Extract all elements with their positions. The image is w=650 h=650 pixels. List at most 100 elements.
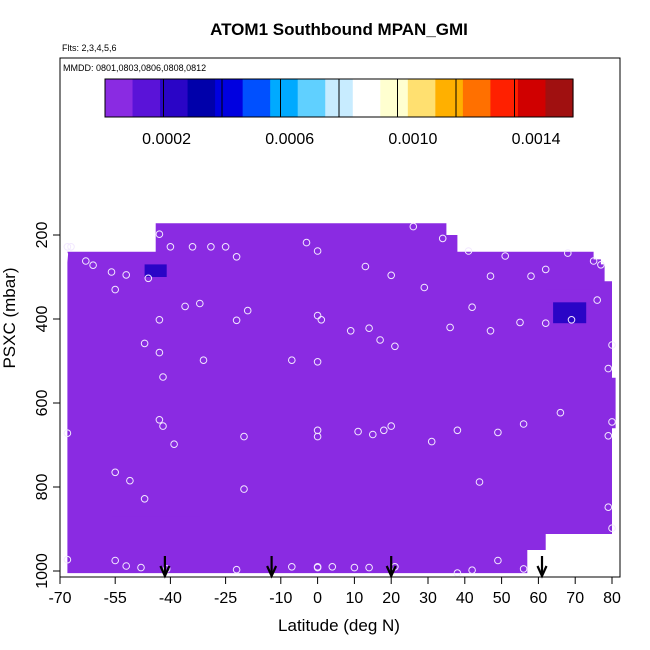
colorbar-frame <box>104 78 574 118</box>
heatmap-cell <box>111 516 200 550</box>
arrow-head <box>385 565 397 579</box>
colorbar-segment <box>352 79 381 117</box>
colorbar-segment <box>187 79 216 117</box>
colorbar-segment <box>462 79 492 117</box>
sample-marker <box>240 432 248 441</box>
sample-marker <box>391 342 399 351</box>
sample-marker <box>453 426 462 435</box>
sample-marker <box>63 555 72 564</box>
heatmap-cell <box>545 289 594 303</box>
sample-marker <box>159 422 167 430</box>
dates-note: MMDD: 0801,0803,0806,0808,0812 <box>63 63 206 73</box>
sample-marker <box>409 222 418 231</box>
sample-marker <box>67 243 75 251</box>
colorbar-tick-label: 0.0006 <box>265 131 314 148</box>
x-tick-label: 0 <box>313 590 322 607</box>
colorbar-segment <box>407 79 436 117</box>
colorbar-segment <box>297 79 326 117</box>
heatmap-cell <box>144 277 163 290</box>
colorbar-segment <box>270 79 299 117</box>
sample-marker <box>589 257 598 265</box>
sample-marker <box>155 316 164 324</box>
sample-marker <box>597 261 605 269</box>
colorbar-segment <box>242 79 271 117</box>
sample-marker <box>608 524 616 533</box>
sample-marker <box>501 252 510 260</box>
sample-marker <box>232 252 241 261</box>
sample-marker <box>313 432 322 441</box>
sample-marker <box>111 556 119 565</box>
sample-marker <box>608 341 616 349</box>
sample-marker <box>420 283 429 292</box>
x-tick-label: 30 <box>419 590 437 607</box>
sample-marker <box>155 416 164 424</box>
sample-marker <box>446 323 454 332</box>
sample-marker <box>354 427 362 436</box>
sample-marker <box>140 495 149 503</box>
x-tick-label: -70 <box>48 590 71 607</box>
sample-marker <box>166 243 175 251</box>
sample-marker <box>170 440 178 449</box>
sample-marker <box>196 299 204 308</box>
sample-marker <box>486 272 495 281</box>
sample-marker <box>380 426 388 435</box>
x-tick-label: 50 <box>493 590 511 607</box>
sample-marker <box>111 468 119 477</box>
arrow-head <box>159 565 171 579</box>
sample-marker <box>288 356 296 365</box>
sample-marker <box>427 437 436 446</box>
sample-markers <box>63 222 616 577</box>
sample-marker <box>288 563 296 571</box>
sample-marker <box>122 271 130 279</box>
x-tick-label: -55 <box>104 590 127 607</box>
sample-marker <box>155 348 164 357</box>
sample-marker <box>199 356 208 365</box>
colorbar-segment <box>132 79 161 117</box>
colorbar-segment <box>435 79 464 117</box>
sample-marker <box>159 373 167 381</box>
sample-marker <box>608 418 616 426</box>
sample-marker <box>313 358 322 366</box>
y-tick-label: 400 <box>34 306 51 333</box>
colorbar-segment <box>215 79 244 117</box>
sample-marker <box>387 422 396 430</box>
colorbar-segment <box>105 79 134 117</box>
sample-marker <box>564 249 572 257</box>
sample-marker <box>188 243 197 251</box>
heatmap-cell <box>553 302 587 324</box>
colorbar-tick-label: 0.0002 <box>142 131 191 148</box>
colorbar-segment <box>545 79 574 117</box>
colorbar-segment <box>490 79 519 117</box>
sample-marker <box>567 316 576 324</box>
sample-marker <box>556 408 565 417</box>
x-axis: -70 -55 -40 -25 -10 0 10 20 30 40 50 60 70 80 <box>48 577 621 607</box>
sample-marker <box>122 562 130 570</box>
sample-marker <box>144 274 153 283</box>
sample-marker <box>464 247 473 255</box>
sample-marker <box>317 316 326 324</box>
sample-marker <box>89 261 97 270</box>
sample-marker <box>494 556 502 565</box>
sample-marker <box>313 563 322 572</box>
sample-marker <box>63 429 72 438</box>
colorbar-segment <box>160 79 189 117</box>
sample-marker <box>453 569 462 577</box>
sample-marker <box>63 243 72 251</box>
x-tick-label: 70 <box>566 590 584 607</box>
sample-marker <box>313 311 322 320</box>
sample-marker <box>604 503 613 512</box>
colorbar: 0.0002 0.0006 0.0010 0.0014 <box>104 78 574 148</box>
flight-arrows <box>159 556 548 579</box>
x-tick-label: 40 <box>456 590 474 607</box>
sample-marker <box>468 303 476 312</box>
colorbar-segment <box>380 79 409 117</box>
x-axis-label: Latitude (deg N) <box>278 616 400 635</box>
sample-marker <box>604 432 613 440</box>
sample-marker <box>111 285 119 294</box>
y-tick-label: 600 <box>34 390 51 417</box>
arrow-head <box>536 565 548 579</box>
sample-marker <box>475 478 484 486</box>
sample-marker <box>82 257 90 265</box>
sample-marker <box>369 430 377 439</box>
y-tick-label: 1000 <box>34 553 51 589</box>
